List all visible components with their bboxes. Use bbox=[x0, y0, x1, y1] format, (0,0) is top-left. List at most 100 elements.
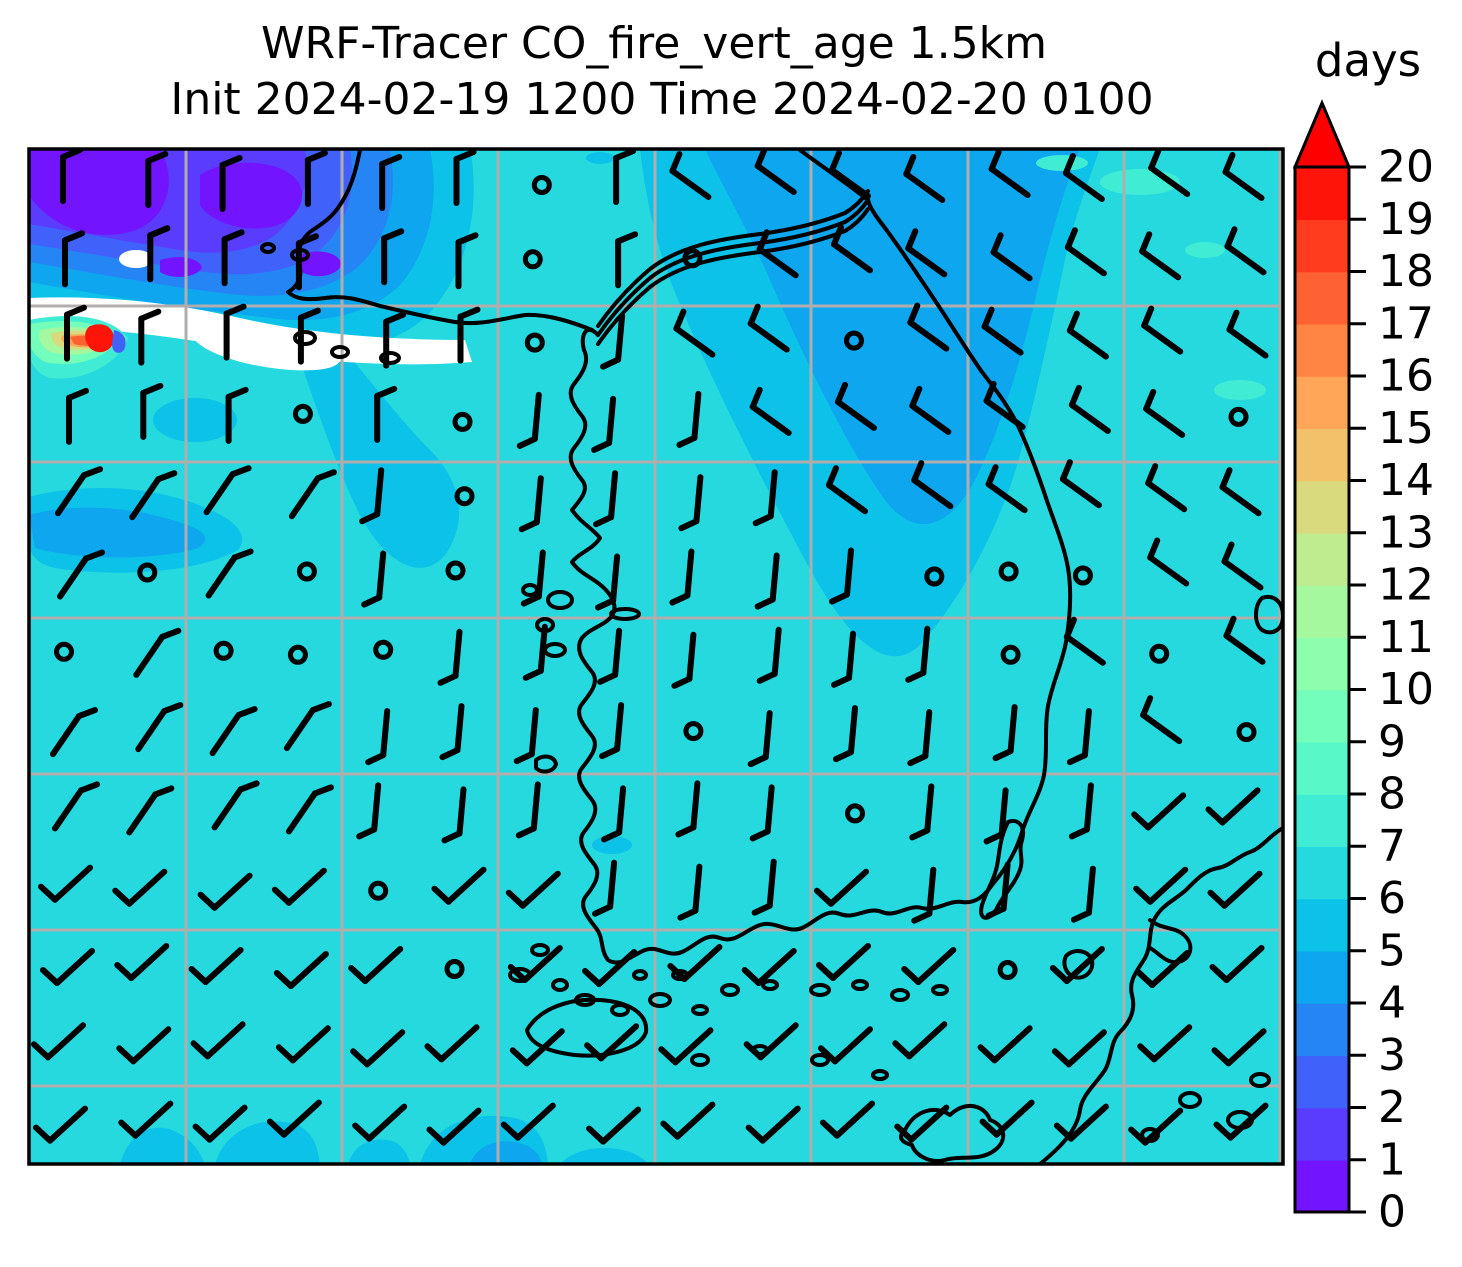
wind-barb bbox=[596, 949, 638, 987]
wind-barb bbox=[1070, 909, 1092, 923]
wind-barb bbox=[1065, 1029, 1107, 1068]
wind-barb bbox=[595, 597, 617, 611]
colorbar-segment bbox=[1295, 1159, 1349, 1213]
wind-barb bbox=[1068, 826, 1090, 840]
wind-barb bbox=[147, 225, 171, 239]
colorbar-tick-label: 4 bbox=[1378, 978, 1406, 1029]
wind-barb bbox=[64, 304, 87, 318]
wind-barb bbox=[288, 475, 321, 520]
wind-barb bbox=[438, 1024, 480, 1063]
wind-barb bbox=[600, 1106, 642, 1145]
wind-barb bbox=[1143, 388, 1157, 412]
colorbar-tick-label: 2 bbox=[1378, 1082, 1406, 1133]
wind-barb bbox=[152, 785, 175, 798]
wind-barb bbox=[835, 398, 877, 431]
wind-barb bbox=[456, 786, 467, 837]
wind-barb bbox=[831, 241, 873, 274]
calm-wind-circle bbox=[531, 175, 552, 195]
wind-barb bbox=[764, 784, 775, 835]
colorbar-tick-label: 20 bbox=[1378, 142, 1434, 193]
island-outline bbox=[260, 242, 276, 254]
wind-barb bbox=[691, 390, 702, 441]
wind-barb bbox=[1066, 752, 1088, 766]
colorbar-extend-arrow bbox=[1292, 99, 1352, 169]
colorbar-segment bbox=[1295, 480, 1349, 534]
wind-barb bbox=[615, 231, 639, 245]
wind-barb bbox=[204, 1021, 246, 1060]
wind-barb bbox=[988, 166, 1031, 198]
wind-barb bbox=[747, 320, 790, 353]
wind-barb bbox=[440, 1107, 482, 1146]
colorbar-segment bbox=[1295, 1003, 1349, 1057]
wind-barb bbox=[514, 1102, 556, 1141]
wind-barb bbox=[311, 784, 334, 797]
wind-barb bbox=[992, 748, 1014, 762]
wind-barb bbox=[1063, 616, 1077, 640]
wind-barb bbox=[205, 554, 238, 599]
wind-barb bbox=[1145, 463, 1159, 487]
wind-barb bbox=[454, 703, 465, 754]
field-region bbox=[560, 1148, 648, 1164]
wind-barb bbox=[135, 708, 168, 753]
wind-barb bbox=[747, 303, 761, 327]
wind-barb bbox=[924, 783, 935, 834]
calm-wind-circle bbox=[524, 332, 545, 353]
wind-barb bbox=[671, 675, 693, 689]
wind-barb bbox=[658, 1046, 679, 1066]
wind-barb bbox=[523, 1028, 565, 1067]
colorbar-segment bbox=[1295, 532, 1349, 586]
wind-barb bbox=[1133, 885, 1154, 905]
wind-barb bbox=[667, 963, 688, 982]
coastline-path bbox=[1254, 595, 1283, 635]
wind-barb bbox=[749, 828, 771, 842]
wind-barb bbox=[991, 1025, 1033, 1064]
wind-barb bbox=[1147, 537, 1161, 561]
calm-wind-circle bbox=[137, 562, 158, 583]
wind-barb bbox=[356, 826, 378, 840]
field-region bbox=[85, 324, 114, 353]
field-region bbox=[215, 1121, 320, 1164]
calm-wind-circle bbox=[1072, 565, 1093, 586]
wind-barb bbox=[586, 1125, 607, 1145]
wind-barb bbox=[846, 630, 856, 681]
colorbar-segment bbox=[1295, 898, 1349, 952]
wind-barb bbox=[140, 382, 164, 396]
wind-barb bbox=[431, 885, 452, 905]
wind-barb bbox=[1140, 695, 1154, 719]
wind-barb bbox=[1226, 326, 1269, 359]
wind-barb bbox=[612, 627, 623, 678]
colorbar-tick-label: 5 bbox=[1378, 925, 1406, 976]
colorbar-tick-label: 15 bbox=[1378, 403, 1434, 454]
colorbar-segment bbox=[1295, 1055, 1349, 1109]
wind-barb bbox=[926, 866, 937, 917]
wind-barb bbox=[1227, 1102, 1269, 1141]
wind-barb bbox=[190, 1040, 211, 1060]
calm-wind-circle bbox=[997, 960, 1018, 980]
wind-barb bbox=[985, 464, 999, 488]
wind-barb bbox=[673, 325, 716, 358]
wind-barb bbox=[1085, 865, 1096, 916]
wind-barb bbox=[112, 887, 133, 907]
wind-barb bbox=[519, 870, 561, 909]
wind-barb bbox=[1143, 405, 1186, 438]
wind-barb bbox=[977, 1044, 998, 1064]
field-region bbox=[119, 250, 153, 268]
wind-barb bbox=[1148, 165, 1191, 197]
calm-wind-circle bbox=[373, 639, 394, 660]
wind-barb bbox=[350, 1048, 371, 1068]
wind-barb bbox=[273, 970, 294, 989]
wind-barb bbox=[828, 868, 869, 907]
wind-barb bbox=[359, 511, 381, 525]
wind-barb bbox=[1049, 965, 1070, 984]
coastline-path bbox=[525, 997, 649, 1058]
wind-barb bbox=[993, 1099, 1035, 1138]
wind-barb bbox=[1068, 401, 1111, 434]
wind-barb bbox=[66, 387, 89, 401]
wind-barb bbox=[606, 395, 617, 446]
wind-barb bbox=[192, 1123, 213, 1143]
wind-barb bbox=[1140, 712, 1183, 745]
wind-barb bbox=[374, 467, 385, 518]
colorbar-tick-label: 11 bbox=[1378, 612, 1434, 663]
wind-barb bbox=[76, 707, 98, 720]
